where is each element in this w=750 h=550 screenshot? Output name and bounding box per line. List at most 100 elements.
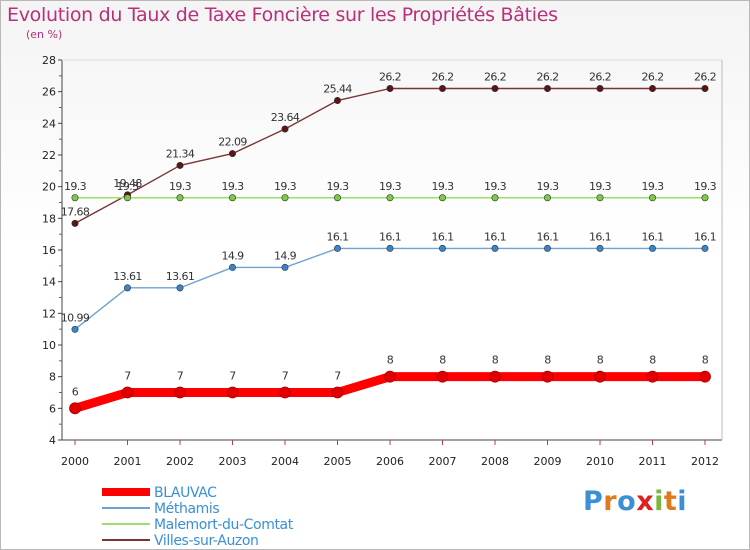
- data-point: [176, 194, 184, 202]
- data-point: [386, 85, 394, 93]
- data-point: [229, 194, 237, 202]
- data-point: [436, 370, 449, 383]
- data-label: 19.3: [379, 180, 402, 193]
- data-point: [541, 370, 554, 383]
- data-point: [124, 284, 132, 292]
- data-point: [648, 244, 656, 252]
- data-point: [124, 194, 132, 202]
- data-label: 19.3: [536, 180, 559, 193]
- data-point: [386, 194, 394, 202]
- data-point: [646, 370, 659, 383]
- data-label: 19.3: [694, 180, 717, 193]
- data-point: [543, 85, 551, 93]
- data-point: [331, 386, 344, 399]
- series-line-1: [74, 247, 706, 331]
- x-tick-label: 2012: [691, 455, 719, 468]
- data-label: 19.3: [116, 180, 139, 193]
- x-tick-label: 2010: [586, 455, 614, 468]
- data-label: 7: [334, 370, 341, 383]
- x-tick-label: 2007: [429, 455, 457, 468]
- x-tick-label: 2002: [166, 455, 194, 468]
- data-point: [596, 194, 604, 202]
- data-label: 8: [544, 354, 551, 367]
- data-label: 19.3: [169, 180, 192, 193]
- data-label: 17.68: [61, 205, 90, 218]
- data-point: [281, 125, 289, 133]
- data-label: 19.3: [64, 180, 87, 193]
- data-label: 19.3: [641, 180, 664, 193]
- y-tick-label: 18: [42, 212, 56, 225]
- y-tick-label: 10: [42, 339, 56, 352]
- legend-label: BLAUVAC: [154, 485, 217, 501]
- data-label: 23.64: [271, 111, 300, 124]
- data-label: 13.61: [166, 270, 195, 283]
- data-point: [596, 244, 604, 252]
- data-label: 8: [649, 354, 656, 367]
- series-layer: [69, 85, 711, 415]
- x-tick-label: 2008: [481, 455, 509, 468]
- data-point: [333, 97, 341, 105]
- data-labels: 17.68 19.48 21.34 22.09 23.64 25.44 26.2 26.2 26…: [61, 71, 717, 399]
- data-label: 16.1: [694, 230, 716, 243]
- y-tick-label: 16: [42, 244, 56, 257]
- data-label: 6: [72, 385, 79, 398]
- x-tick-label: 2006: [376, 455, 404, 468]
- data-label: 26.2: [379, 71, 401, 84]
- data-label: 16.1: [484, 230, 506, 243]
- data-point: [438, 194, 446, 202]
- data-label: 10.99: [61, 311, 90, 324]
- data-label: 19.3: [326, 180, 349, 193]
- y-tick-label: 4: [49, 434, 56, 447]
- data-point: [699, 370, 711, 383]
- data-label: 14.9: [221, 249, 244, 262]
- data-point: [648, 194, 656, 202]
- x-tick-label: 2003: [219, 455, 247, 468]
- data-point: [333, 244, 341, 252]
- data-point: [491, 244, 499, 252]
- legend-label: Méthamis: [154, 501, 219, 517]
- data-point: [701, 244, 709, 252]
- data-point: [701, 194, 709, 202]
- data-label: 22.09: [218, 136, 247, 149]
- data-label: 26.2: [431, 71, 453, 84]
- logo-letter: i: [677, 486, 688, 517]
- data-point: [174, 386, 186, 399]
- data-label: 7: [282, 370, 289, 383]
- legend-label: Villes-sur-Auzon: [154, 533, 259, 549]
- logo-letter: t: [663, 486, 678, 517]
- data-label: 25.44: [323, 83, 352, 96]
- data-label: 16.1: [589, 230, 611, 243]
- data-point: [121, 386, 134, 399]
- data-label: 8: [439, 354, 446, 367]
- y-tick-label: 28: [42, 54, 56, 67]
- data-label: 16.1: [641, 230, 663, 243]
- data-point: [491, 194, 499, 202]
- data-point: [491, 85, 499, 93]
- logo-letter: r: [603, 486, 618, 517]
- logo-letter: o: [617, 486, 637, 517]
- y-tick-label: 26: [42, 86, 56, 99]
- x-tick-label: 2009: [534, 455, 562, 468]
- data-point: [71, 325, 79, 333]
- data-point: [176, 284, 184, 292]
- data-point: [596, 85, 604, 93]
- data-label: 16.1: [326, 230, 348, 243]
- x-tick-label: 2004: [271, 455, 299, 468]
- data-label: 7: [177, 370, 184, 383]
- data-label: 8: [492, 354, 499, 367]
- data-point: [281, 263, 289, 271]
- data-point: [71, 219, 79, 227]
- x-tick-label: 2001: [114, 455, 142, 468]
- data-label: 13.61: [113, 270, 142, 283]
- data-label: 26.2: [536, 71, 558, 84]
- logo-letter: i: [654, 486, 664, 517]
- x-tick-label: 2000: [61, 455, 89, 468]
- data-label: 8: [597, 354, 604, 367]
- data-label: 26.2: [694, 71, 716, 84]
- data-point: [438, 85, 446, 93]
- data-label: 19.3: [589, 180, 612, 193]
- data-label: 19.3: [484, 180, 507, 193]
- data-label: 19.3: [221, 180, 244, 193]
- y-tick-label: 8: [49, 371, 56, 384]
- y-tick-label: 14: [42, 276, 56, 289]
